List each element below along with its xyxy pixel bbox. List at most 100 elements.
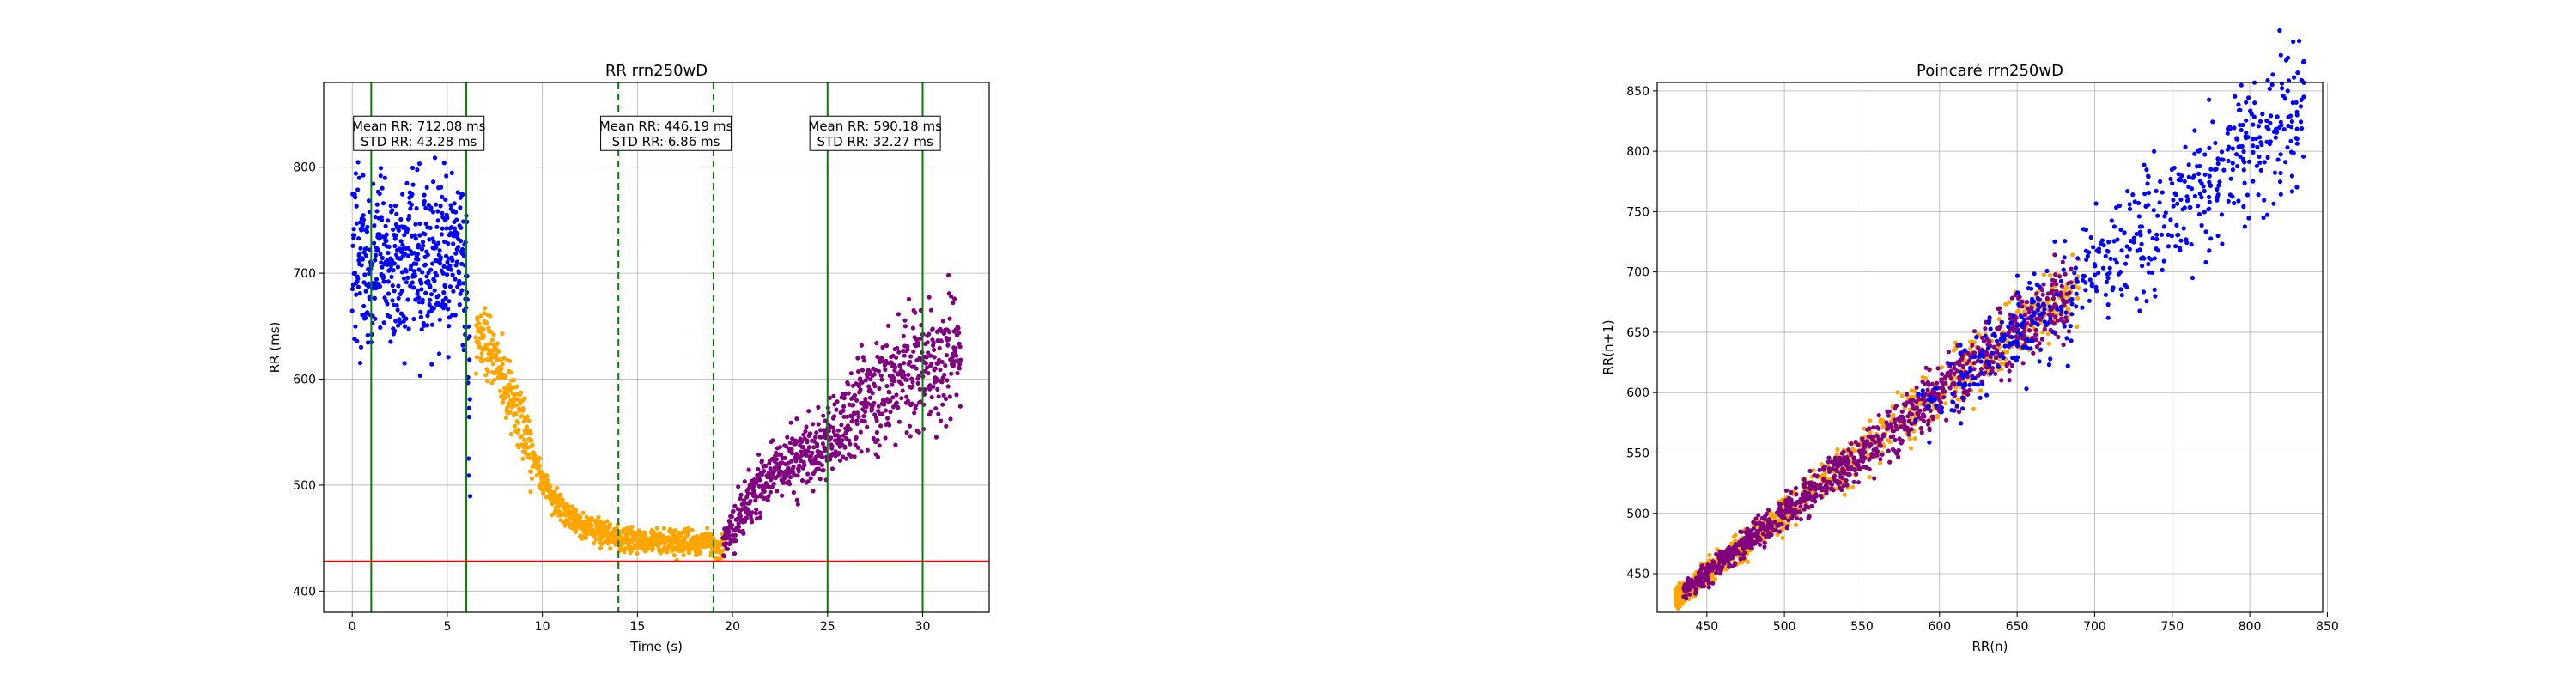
- poincare-y-tick-label: 750: [1626, 205, 1649, 219]
- poincare-point: [1886, 409, 1892, 414]
- rr-point: [950, 356, 955, 361]
- rr-point: [820, 441, 826, 447]
- rr-point: [512, 377, 517, 383]
- poincare-point: [2228, 176, 2233, 181]
- rr-point: [937, 345, 942, 350]
- rr-point: [528, 431, 533, 436]
- poincare-point: [1959, 421, 1964, 426]
- poincare-point: [2166, 232, 2171, 237]
- rr-point: [376, 247, 381, 252]
- poincare-point: [2199, 222, 2204, 228]
- rr-point: [818, 435, 823, 440]
- poincare-point: [2289, 189, 2294, 194]
- poincare-point: [1793, 508, 1798, 513]
- rr-point: [805, 440, 810, 445]
- poincare-point: [1887, 459, 1893, 465]
- poincare-point: [2277, 179, 2283, 185]
- rr-point: [428, 225, 433, 230]
- rr-point: [888, 410, 893, 415]
- poincare-point: [1716, 562, 1721, 568]
- poincare-point: [2061, 298, 2066, 304]
- rr-point: [430, 210, 435, 215]
- rr-point: [592, 541, 597, 546]
- poincare-point: [1999, 362, 2004, 367]
- rr-point: [852, 392, 858, 398]
- rr-point: [407, 213, 412, 219]
- rr-point: [578, 514, 583, 520]
- rr-point: [874, 341, 879, 346]
- poincare-point: [1696, 570, 1701, 575]
- rr-point: [925, 340, 930, 345]
- poincare-point: [1823, 485, 1829, 490]
- rr-point: [871, 435, 876, 441]
- rr-point: [455, 245, 461, 250]
- poincare-point: [2251, 114, 2257, 119]
- poincare-point: [2024, 321, 2030, 326]
- rr-point: [736, 524, 742, 530]
- rr-point: [884, 384, 890, 389]
- poincare-point: [1785, 509, 1791, 514]
- poincare-point: [2154, 246, 2159, 252]
- rr-point: [901, 333, 906, 338]
- poincare-point: [1972, 354, 1978, 359]
- rr-point: [800, 445, 806, 450]
- rr-point: [361, 303, 367, 309]
- rr-point: [909, 401, 914, 406]
- rr-point: [437, 317, 442, 322]
- rr-point: [580, 510, 586, 515]
- poincare-point: [2285, 145, 2290, 150]
- poincare-point: [2226, 198, 2231, 204]
- poincare-point: [1689, 577, 1694, 583]
- poincare-point: [1813, 482, 1819, 487]
- rr-point: [941, 392, 946, 398]
- poincare-point: [1978, 359, 1984, 364]
- rr-point: [794, 452, 799, 457]
- poincare-point: [1939, 365, 1944, 370]
- rr-point: [381, 320, 386, 325]
- poincare-point: [2178, 197, 2184, 203]
- poincare-point: [1728, 547, 1734, 552]
- poincare-point: [2039, 311, 2044, 316]
- rr-point: [766, 494, 771, 499]
- poincare-point: [2158, 179, 2163, 184]
- poincare-point: [1960, 406, 1965, 411]
- poincare-point: [2045, 321, 2050, 326]
- poincare-point: [1841, 483, 1846, 489]
- rr-point: [750, 510, 755, 515]
- rr-point: [459, 246, 465, 252]
- poincare-point: [1856, 448, 1862, 453]
- poincare-point: [1829, 487, 1834, 492]
- poincare-point: [1879, 420, 1884, 425]
- poincare-point: [1860, 459, 1866, 465]
- poincare-point: [1740, 539, 1746, 545]
- poincare-point: [1992, 333, 1998, 338]
- rr-point: [862, 419, 867, 424]
- poincare-point: [2230, 167, 2235, 173]
- poincare-point: [1926, 404, 1931, 409]
- rr-point: [411, 285, 416, 290]
- rr-point: [598, 545, 604, 550]
- poincare-point: [1925, 422, 1930, 427]
- poincare-point: [1906, 418, 1911, 423]
- poincare-point: [2256, 124, 2261, 129]
- rr-point: [775, 461, 780, 466]
- poincare-point: [1763, 517, 1768, 522]
- annotation-frame: [809, 115, 941, 151]
- rr-point: [816, 466, 822, 471]
- rr-point: [378, 173, 383, 179]
- poincare-point: [2184, 194, 2190, 199]
- poincare-point: [2063, 310, 2069, 315]
- rr-point: [916, 429, 921, 435]
- rr-point: [419, 327, 424, 332]
- poincare-point: [2014, 358, 2019, 363]
- rr-point: [947, 394, 952, 399]
- rr-point: [883, 367, 888, 373]
- poincare-point: [2146, 190, 2152, 196]
- poincare-point: [1801, 507, 1807, 512]
- rr-point: [389, 274, 394, 279]
- poincare-point: [2178, 176, 2183, 182]
- poincare-point: [2161, 258, 2166, 264]
- poincare-point: [2024, 299, 2029, 305]
- rr-point: [863, 378, 868, 383]
